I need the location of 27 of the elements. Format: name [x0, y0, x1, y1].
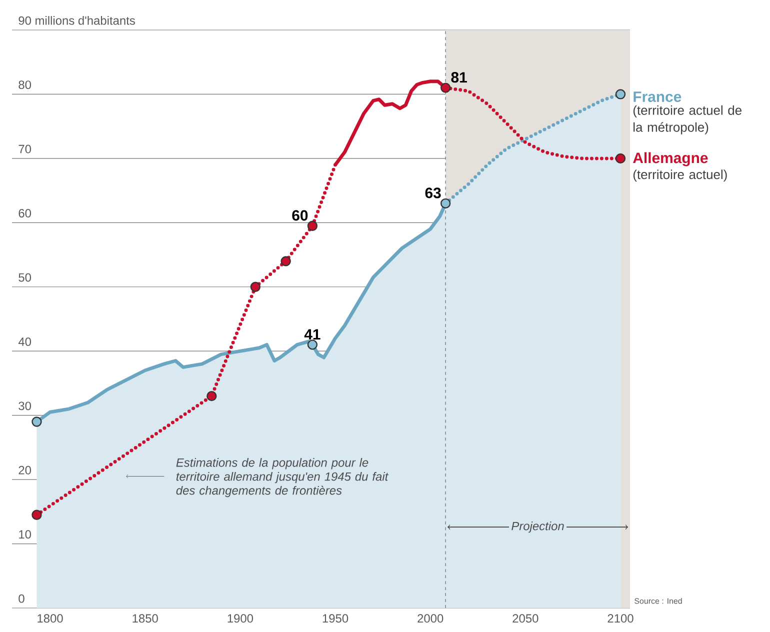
data-label: 81: [451, 72, 467, 83]
y-tick-label: 20: [18, 466, 32, 474]
y-tick-label: 40: [18, 337, 32, 346]
band-label: Projection: [512, 522, 564, 533]
data-label: 60: [292, 210, 308, 221]
y-tick-label: 70: [18, 144, 32, 154]
annotation: Estimations de la population pour le territoire allemand jusqu'en 1945 du fait des changements de frontières: [176, 458, 389, 498]
y-tick-label: 90 millions d'habitants: [18, 16, 135, 25]
x-tick-label: 1950: [322, 614, 348, 623]
y-tick-label: 0: [18, 594, 24, 603]
x-tick-label: 1900: [228, 614, 254, 623]
text: (territoire actuel de la métropole): [633, 105, 742, 134]
y-tick-label: 10: [19, 530, 32, 539]
y-tick-label: 50: [18, 273, 32, 282]
y-tick-label: 80: [18, 80, 32, 90]
data-label: 63: [425, 188, 441, 198]
x-tick-label: 2000: [418, 614, 444, 623]
text: (territoire actuel): [633, 170, 727, 182]
text: Allemagne: [633, 152, 708, 166]
x-tick-label: 2100: [608, 614, 634, 623]
x-tick-label: 1800: [38, 614, 63, 623]
text: France: [634, 92, 682, 102]
data-label: 41: [304, 329, 320, 340]
y-tick-label: 30: [18, 402, 32, 410]
y-tick-label: 60: [18, 209, 32, 218]
x-tick-label: 2050: [512, 614, 538, 623]
x-tick-label: 1850: [132, 614, 158, 623]
